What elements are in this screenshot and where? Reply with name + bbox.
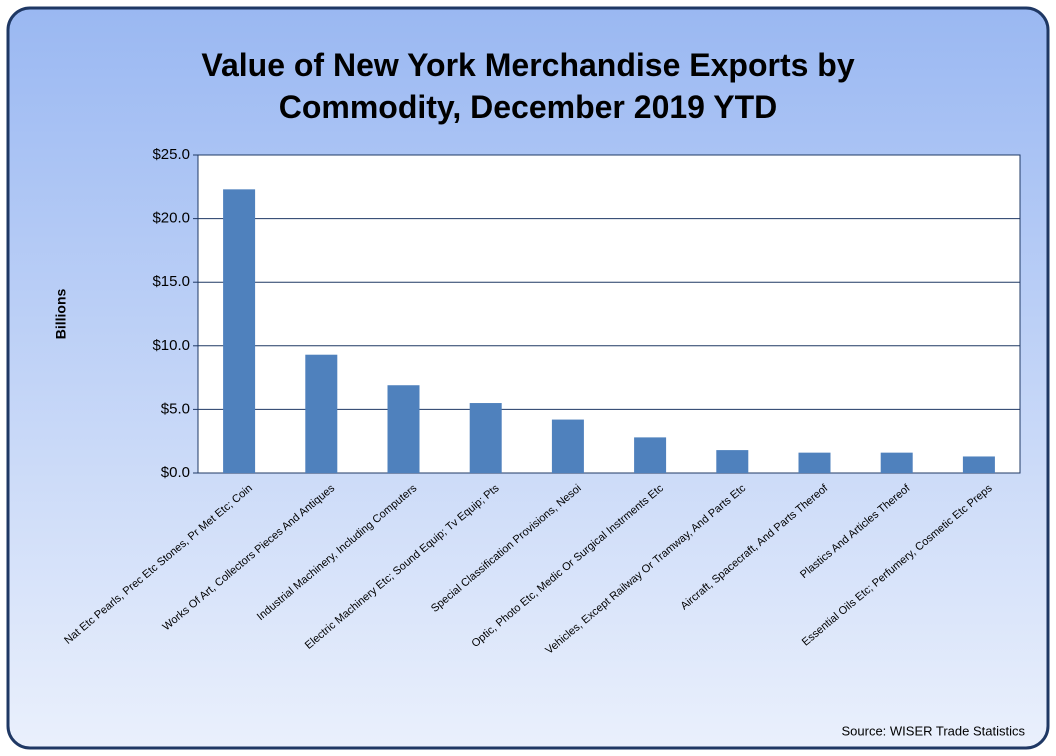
bar (716, 450, 749, 473)
bar (551, 419, 584, 473)
y-tick-label: $25.0 (152, 146, 190, 163)
bar (469, 403, 502, 473)
source-note: Source: WISER Trade Statistics (841, 723, 1025, 738)
bar (880, 452, 913, 473)
bar (798, 452, 831, 473)
bar (223, 189, 256, 473)
y-tick-label: $15.0 (152, 273, 190, 290)
y-tick-label: $0.0 (161, 464, 190, 481)
y-axis-title: Billions (53, 289, 69, 340)
y-tick-label: $5.0 (161, 400, 190, 417)
y-tick-label: $20.0 (152, 210, 190, 227)
bar (634, 437, 667, 473)
chart-title: Value of New York Merchandise Exports by… (201, 47, 855, 125)
bar (387, 385, 420, 473)
bar (305, 354, 338, 473)
bar (962, 456, 995, 473)
y-tick-label: $10.0 (152, 337, 190, 354)
